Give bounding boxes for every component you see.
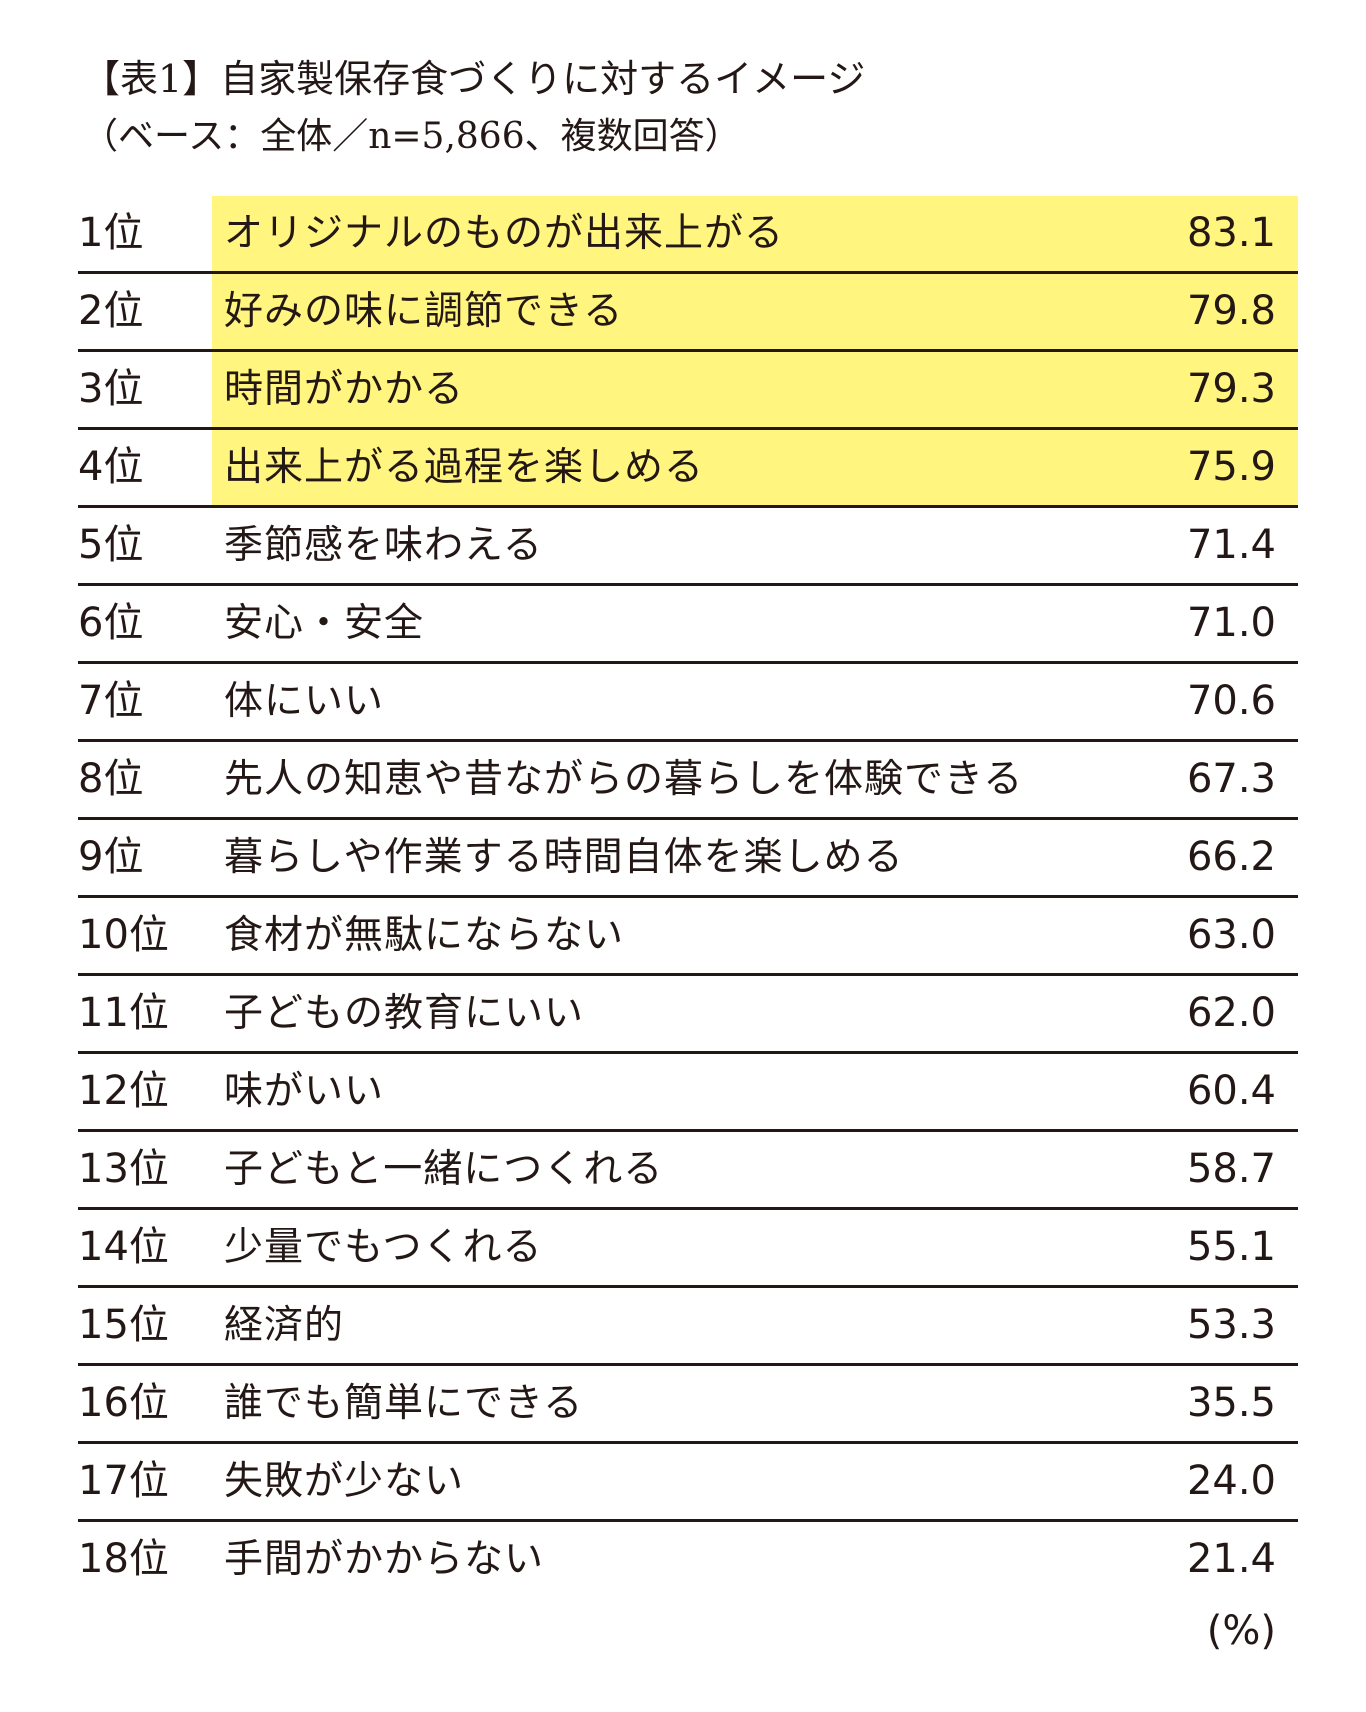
rank-cell: 14位: [78, 1224, 169, 1270]
item-cell: 経済的: [224, 1303, 345, 1348]
rank-cell: 18位: [78, 1536, 169, 1582]
row-highlight: [212, 352, 1298, 427]
value-cell: 62.0: [1186, 990, 1276, 1036]
table-row: 17位 失敗が少ない 24.0: [78, 1444, 1298, 1522]
table-row: 10位 食材が無駄にならない 63.0: [78, 898, 1298, 976]
table-row: 9位 暮らしや作業する時間自体を楽しめる 66.2: [78, 820, 1298, 898]
item-cell: オリジナルのものが出来上がる: [224, 211, 785, 256]
rank-cell: 12位: [78, 1068, 169, 1114]
table-row: 1位 オリジナルのものが出来上がる 83.1: [78, 196, 1298, 274]
value-cell: 35.5: [1186, 1380, 1276, 1426]
rank-cell: 10位: [78, 912, 169, 958]
value-cell: 58.7: [1186, 1146, 1276, 1192]
table-row: 3位 時間がかかる 79.3: [78, 352, 1298, 430]
item-cell: 誰でも簡単にできる: [224, 1381, 584, 1426]
item-cell: 暮らしや作業する時間自体を楽しめる: [224, 835, 904, 880]
title-block: 【表1】自家製保存食づくりに対するイメージ （ベース：全体／n=5,866、複数…: [82, 50, 1282, 166]
row-highlight: [212, 274, 1298, 349]
value-cell: 83.1: [1186, 210, 1276, 256]
value-cell: 67.3: [1186, 756, 1276, 802]
item-cell: 時間がかかる: [224, 367, 465, 412]
table-row: 14位 少量でもつくれる 55.1: [78, 1210, 1298, 1288]
item-cell: 失敗が少ない: [224, 1459, 465, 1504]
item-cell: 食材が無駄にならない: [224, 913, 625, 958]
item-cell: 季節感を味わえる: [224, 523, 543, 568]
table-row: 6位 安心・安全 71.0: [78, 586, 1298, 664]
item-cell: 好みの味に調節できる: [224, 289, 624, 334]
item-cell: 子どもと一緒につくれる: [224, 1147, 664, 1192]
rank-cell: 17位: [78, 1458, 169, 1504]
value-cell: 55.1: [1186, 1224, 1276, 1270]
row-highlight: [212, 196, 1298, 271]
table-row: 16位 誰でも簡単にできる 35.5: [78, 1366, 1298, 1444]
unit-label: (%): [1206, 1608, 1276, 1654]
rank-cell: 7位: [78, 678, 144, 724]
table-row: 13位 子どもと一緒につくれる 58.7: [78, 1132, 1298, 1210]
rank-cell: 6位: [78, 600, 144, 646]
rank-cell: 2位: [78, 288, 144, 334]
rank-cell: 1位: [78, 210, 144, 256]
ranking-table: 1位 オリジナルのものが出来上がる 83.1 2位 好みの味に調節できる 79.8 3位 時間…: [78, 196, 1298, 1600]
item-cell: 手間がかからない: [224, 1537, 545, 1582]
table-row: 15位 経済的 53.3: [78, 1288, 1298, 1366]
rank-cell: 15位: [78, 1302, 169, 1348]
item-cell: 子どもの教育にいい: [224, 991, 585, 1036]
item-cell: 安心・安全: [224, 601, 425, 646]
rank-cell: 4位: [78, 444, 144, 490]
value-cell: 71.0: [1186, 600, 1276, 646]
table-row: 18位 手間がかからない 21.4: [78, 1522, 1298, 1600]
table-row: 5位 季節感を味わえる 71.4: [78, 508, 1298, 586]
item-cell: 味がいい: [224, 1069, 385, 1114]
rank-cell: 5位: [78, 522, 144, 568]
rank-cell: 9位: [78, 834, 144, 880]
value-cell: 79.8: [1186, 288, 1276, 334]
rank-cell: 16位: [78, 1380, 169, 1426]
value-cell: 60.4: [1186, 1068, 1276, 1114]
rank-cell: 13位: [78, 1146, 169, 1192]
value-cell: 79.3: [1186, 366, 1276, 412]
value-cell: 53.3: [1186, 1302, 1276, 1348]
value-cell: 63.0: [1186, 912, 1276, 958]
row-highlight: [212, 430, 1298, 505]
value-cell: 66.2: [1186, 834, 1276, 880]
value-cell: 21.4: [1186, 1536, 1276, 1582]
table-row: 4位 出来上がる過程を楽しめる 75.9: [78, 430, 1298, 508]
table-row: 7位 体にいい 70.6: [78, 664, 1298, 742]
value-cell: 71.4: [1186, 522, 1276, 568]
item-cell: 先人の知恵や昔ながらの暮らしを体験できる: [224, 757, 1024, 802]
item-cell: 出来上がる過程を楽しめる: [224, 445, 705, 490]
rank-cell: 3位: [78, 366, 144, 412]
table-subtitle: （ベース：全体／n=5,866、複数回答）: [82, 116, 741, 157]
table-row: 8位 先人の知恵や昔ながらの暮らしを体験できる 67.3: [78, 742, 1298, 820]
table-row: 12位 味がいい 60.4: [78, 1054, 1298, 1132]
item-cell: 少量でもつくれる: [224, 1225, 543, 1270]
table-row: 11位 子どもの教育にいい 62.0: [78, 976, 1298, 1054]
item-cell: 体にいい: [224, 679, 385, 724]
table-title: 【表1】自家製保存食づくりに対するイメージ: [82, 57, 866, 101]
value-cell: 75.9: [1186, 444, 1276, 490]
value-cell: 24.0: [1186, 1458, 1276, 1504]
rank-cell: 8位: [78, 756, 144, 802]
value-cell: 70.6: [1186, 678, 1276, 724]
table-row: 2位 好みの味に調節できる 79.8: [78, 274, 1298, 352]
rank-cell: 11位: [78, 990, 169, 1036]
